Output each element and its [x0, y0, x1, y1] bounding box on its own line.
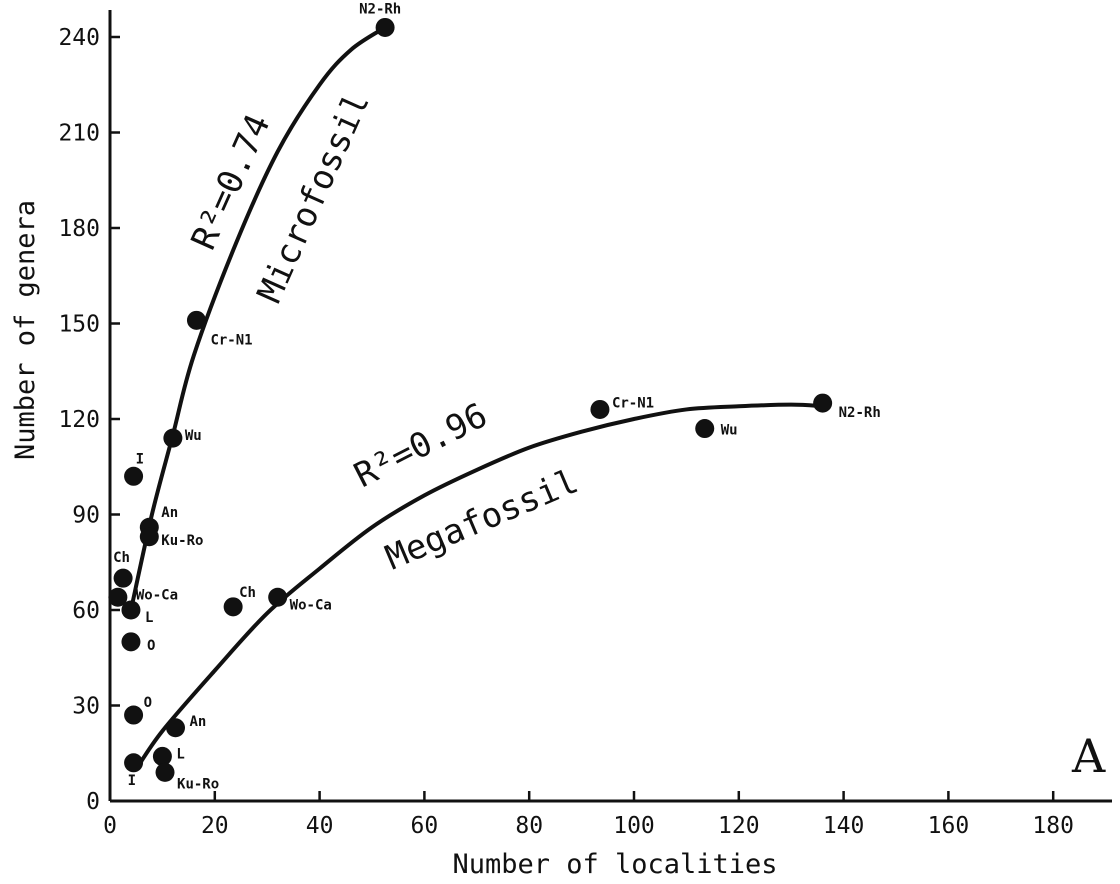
y-tick-label: 180: [58, 216, 100, 242]
micro-fit-curve: [129, 25, 387, 611]
micro-data-point: [121, 600, 141, 620]
mega-point-label: I: [128, 773, 136, 789]
mega-point-label: Cr-N1: [612, 395, 654, 411]
micro-point-label: L: [145, 610, 153, 626]
y-tick-label: 30: [72, 694, 100, 720]
micro-data-point: [121, 632, 141, 652]
mega-point-label: Wo-Ca: [290, 597, 332, 613]
y-tick-label: 150: [58, 312, 100, 338]
mega-point-label: N2-Rh: [839, 405, 881, 421]
axes: 0 20 40 60 80 100 120 140 160 180 0 30 60 90 120 150 180…: [58, 10, 1112, 839]
micro-data-point: [139, 527, 159, 547]
micro-series-label: Microfossil: [250, 87, 378, 309]
x-tick-label: 100: [613, 813, 655, 839]
micro-data-point: [113, 568, 133, 588]
mega-data-point: [124, 753, 144, 773]
x-tick-label: 60: [411, 813, 439, 839]
data-points: N2-RhCr-N1WuIAnKu-RoChWo-CaLON2-RhCr-N1W…: [108, 1, 881, 792]
x-tick-label: 40: [306, 813, 334, 839]
mega-fit-curve: [134, 402, 823, 771]
micro-data-point: [108, 587, 128, 607]
micro-data-point: [124, 466, 144, 486]
mega-data-point: [155, 762, 175, 782]
micro-data-point: [186, 310, 206, 330]
mega-point-label: Ku-Ro: [177, 776, 219, 792]
micro-data-point: [163, 428, 183, 448]
x-tick-label: 80: [515, 813, 543, 839]
micro-point-label: Ch: [113, 550, 130, 566]
x-tick-label: 140: [823, 813, 865, 839]
mega-data-point: [695, 419, 715, 439]
mega-data-point: [223, 597, 243, 617]
mega-r2-annotation: R²=0.96: [348, 395, 494, 496]
panel-letter: A: [1071, 729, 1106, 783]
micro-data-point: [375, 17, 395, 37]
y-tick-label: 120: [58, 407, 100, 433]
x-tick-label: 0: [103, 813, 117, 839]
mega-data-point: [268, 587, 288, 607]
micro-point-label: I: [136, 451, 144, 467]
mega-data-point: [590, 399, 610, 419]
y-tick-label: 210: [58, 121, 100, 147]
micro-point-label: N2-Rh: [359, 1, 401, 17]
micro-point-label: Wo-Ca: [136, 587, 178, 603]
y-tick-label: 0: [86, 789, 100, 815]
micro-point-label: Cr-N1: [210, 332, 252, 348]
micro-point-label: Ku-Ro: [161, 533, 203, 549]
y-tick-label: 60: [72, 598, 100, 624]
x-axis-title: Number of localities: [452, 849, 777, 880]
y-tick-label: 240: [58, 25, 100, 51]
micro-point-label: O: [147, 638, 155, 654]
fit-curves: [129, 25, 823, 771]
micro-point-label: An: [161, 505, 178, 521]
x-tick-label: 160: [928, 813, 970, 839]
mega-data-point: [124, 705, 144, 725]
y-axis-title: Number of genera: [10, 200, 41, 460]
mega-data-point: [166, 718, 185, 738]
mega-point-label: Wu: [721, 423, 738, 439]
mega-data-point: [813, 393, 833, 413]
y-tick-label: 90: [72, 503, 100, 529]
mega-point-label: Ch: [239, 585, 256, 601]
mega-data-point: [152, 746, 172, 766]
micro-point-label: Wu: [185, 428, 202, 444]
mega-point-label: L: [176, 746, 184, 762]
mega-point-label: O: [144, 695, 152, 711]
mega-point-label: An: [190, 714, 207, 730]
x-tick-label: 180: [1032, 813, 1074, 839]
x-tick-label: 20: [201, 813, 229, 839]
mega-series-label: Megafossil: [380, 461, 584, 578]
x-tick-label: 120: [718, 813, 760, 839]
